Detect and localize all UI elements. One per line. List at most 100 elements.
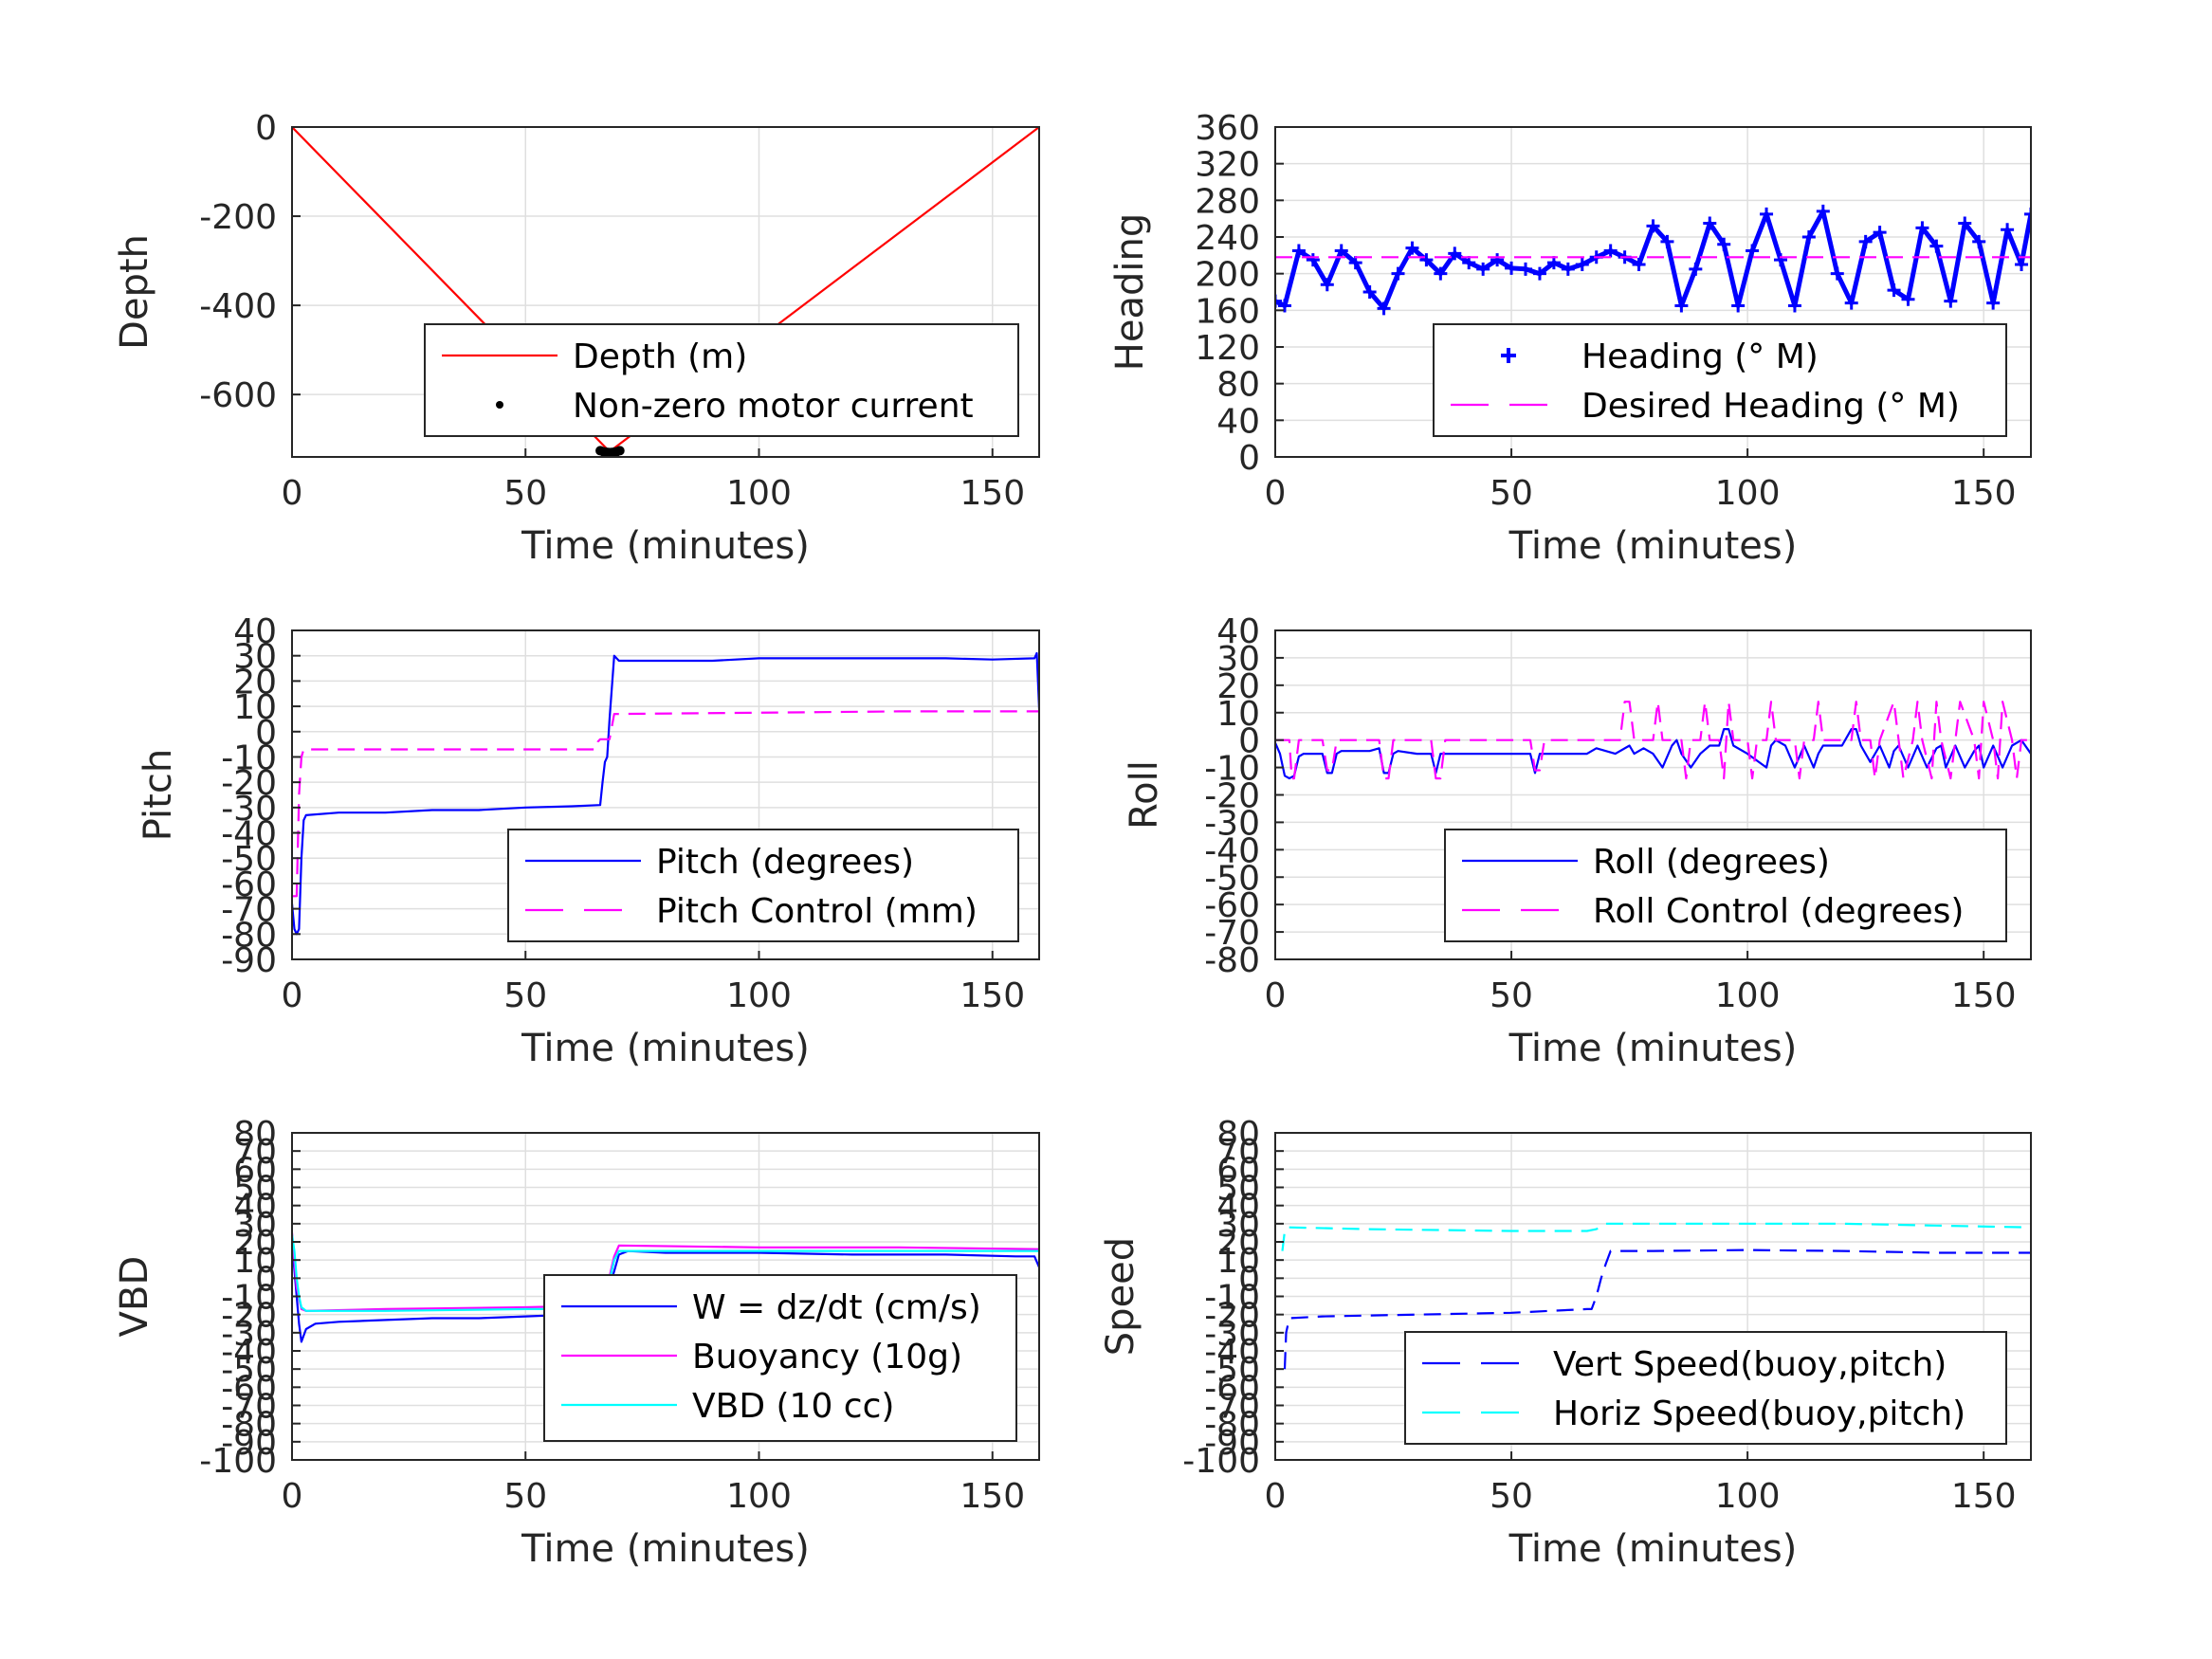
x-tick-label: 50 (503, 474, 547, 513)
data-point-marker (1887, 283, 1901, 298)
x-tick-label: 0 (1265, 976, 1287, 1015)
y-tick-label: 30 (1216, 1206, 1260, 1245)
y-tick-label: 0 (255, 1260, 277, 1299)
y-tick-label: 60 (233, 1151, 277, 1190)
y-tick-label: 0 (1238, 439, 1260, 478)
legend-box (507, 829, 1019, 942)
y-tick-label: -60 (1204, 886, 1260, 925)
data-point-marker (1275, 294, 1282, 308)
data-point-marker (1660, 234, 1674, 248)
legend: Pitch (degrees) Pitch Control (mm) (507, 829, 1019, 942)
data-point-marker (1760, 207, 1774, 221)
data-point-marker (1632, 258, 1646, 271)
data-point-marker (1391, 266, 1405, 281)
y-tick-label: -50 (1204, 1351, 1260, 1390)
x-tick-label: 0 (1265, 474, 1287, 513)
legend: Heading (° M) Desired Heading (° M) (1433, 323, 2007, 437)
y-tick-label: 30 (233, 638, 277, 677)
y-tick-label: -70 (1204, 914, 1260, 953)
data-point-marker (1306, 253, 1320, 267)
subplot-1: 0 50 100 150 0 -200 -400 -600 Time (minutes) Dept… (113, 109, 1040, 568)
data-point-marker (1944, 294, 1958, 308)
y-tick-label: 80 (1216, 366, 1260, 405)
y-tick-label: -70 (1204, 1388, 1260, 1427)
legend-entry: Pitch (degrees) (656, 843, 914, 882)
data-point-marker (2015, 258, 2029, 271)
data-point-marker (1505, 261, 1519, 275)
series-line-2 (292, 710, 1039, 898)
x-tick-label: 0 (1265, 1477, 1287, 1516)
y-tick-label: -40 (221, 1333, 277, 1372)
x-tick-label: 50 (503, 976, 547, 1015)
y-tick-label: 320 (1195, 146, 1260, 185)
y-tick-label: 360 (1195, 109, 1260, 148)
x-axis-label: Time (minutes) (521, 1027, 810, 1070)
y-tick-label: 20 (1216, 1224, 1260, 1263)
y-tick-label: -80 (1204, 1406, 1260, 1445)
y-tick-label: -600 (199, 376, 277, 415)
data-point-marker (1958, 216, 1972, 230)
y-axis-label: Heading (1108, 213, 1152, 371)
x-tick-label: 50 (1490, 976, 1533, 1015)
y-tick-label: -400 (199, 287, 277, 326)
data-point-marker (1689, 262, 1703, 276)
subplot-4: 0 50 100 150403020100-10-20-30-40-50-60-70-… (1123, 612, 2032, 1070)
y-tick-label: 10 (233, 688, 277, 727)
legend-entry: Vert Speed(buoy,pitch) (1553, 1345, 1947, 1384)
data-point-marker (1703, 216, 1717, 230)
y-tick-label: -20 (221, 1297, 277, 1336)
data-point-marker (1816, 204, 1830, 218)
data-point-marker (1901, 292, 1915, 306)
data-point-marker (1915, 221, 1929, 235)
x-tick-label: 150 (960, 976, 1025, 1015)
data-point-marker (1801, 230, 1816, 244)
y-tick-label: -60 (1204, 1369, 1260, 1408)
data-point-marker (1674, 299, 1689, 313)
legend-box (1404, 1331, 2007, 1445)
y-tick-label: -80 (221, 1406, 277, 1445)
y-tick-label: 200 (1195, 256, 1260, 295)
data-point-marker (1746, 244, 1760, 258)
y-tick-label: 40 (1216, 402, 1260, 441)
data-point-marker (1377, 301, 1391, 316)
legend: Vert Speed(buoy,pitch) Horiz Speed(buoy,p… (1404, 1331, 2007, 1445)
y-tick-label: -50 (221, 1351, 277, 1390)
y-tick-label: 60 (1216, 1151, 1260, 1190)
data-point-marker (1546, 256, 1561, 270)
y-tick-label: -90 (1204, 1424, 1260, 1463)
y-tick-label: -30 (1204, 1315, 1260, 1354)
data-point-marker (1773, 253, 1787, 267)
y-tick-label: -20 (221, 764, 277, 803)
y-tick-label: -40 (1204, 831, 1260, 870)
y-tick-label: -90 (221, 1424, 277, 1463)
data-point-marker (2001, 223, 2015, 237)
legend-box (543, 1274, 1017, 1442)
x-tick-label: 100 (726, 474, 792, 513)
data-point-marker (1532, 266, 1546, 281)
legend-entry: Roll Control (degrees) (1593, 892, 1964, 931)
legend: Depth (m) Non-zero motor current (424, 323, 1019, 437)
y-tick-label: 40 (1216, 1188, 1260, 1227)
data-point-marker (1646, 219, 1660, 233)
legend-box (1444, 829, 2007, 942)
y-axis-label: Speed (1099, 1237, 1143, 1356)
y-tick-label: 10 (1216, 1242, 1260, 1281)
data-point (614, 446, 625, 456)
legend-entry: Non-zero motor current (573, 387, 974, 426)
y-tick-label: -30 (1204, 804, 1260, 843)
data-point-marker (1462, 256, 1476, 270)
data-point-marker (1972, 234, 1986, 248)
y-tick-label: -60 (221, 866, 277, 904)
legend: Roll (degrees) Roll Control (degrees) (1444, 829, 2007, 942)
y-tick-label: 40 (1216, 612, 1260, 651)
x-axis-label: Time (minutes) (521, 524, 810, 568)
x-axis-label: Time (minutes) (1508, 1027, 1798, 1070)
legend: W = dz/dt (cm/s) Buoyancy (10g) VBD (10 cc… (543, 1274, 1017, 1442)
legend-entry: Pitch Control (mm) (656, 892, 978, 931)
y-tick-label: -100 (199, 1442, 277, 1481)
legend-entry: Horiz Speed(buoy,pitch) (1553, 1395, 1965, 1433)
legend-entry: Desired Heading (° M) (1581, 387, 1960, 426)
data-point-marker (1291, 244, 1306, 258)
